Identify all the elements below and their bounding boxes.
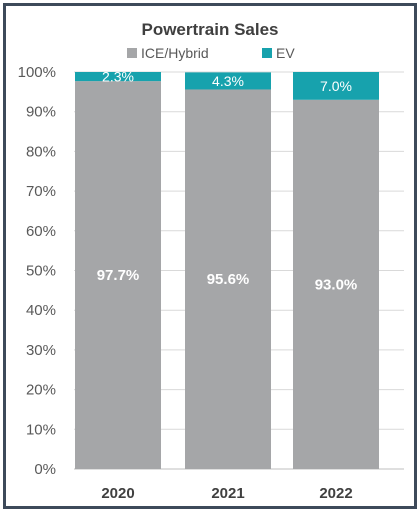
y-tick-label: 20% [26,382,56,399]
x-tick-label: 2022 [319,485,352,502]
x-axis: 2020 2021 2022 [101,485,352,502]
x-tick-label: 2021 [211,485,244,502]
legend-label-ev: EV [276,45,295,61]
legend: ICE/Hybrid EV [127,45,295,61]
data-label-ice-hybrid: 97.7% [97,267,140,284]
y-tick-label: 50% [26,263,56,280]
y-tick-label: 60% [26,223,56,240]
data-label-ice-hybrid: 95.6% [207,271,250,288]
legend-label-ice: ICE/Hybrid [141,45,209,61]
data-label-ev: 2.3% [102,69,134,85]
bar-ev [185,72,271,90]
bar-ice-hybrid [185,89,271,469]
y-tick-label: 0% [34,461,56,478]
y-axis: 0% 10% 20% 30% 40% 50% 60% 70% 80% 90% 100% [18,64,56,478]
bar-ice-hybrid [75,81,161,470]
chart-svg: Powertrain Sales ICE/Hybrid EV 0% 10% 20% 3… [18,20,404,502]
y-tick-label: 70% [26,183,56,200]
bar-ev [75,72,161,82]
y-tick-label: 90% [26,104,56,121]
y-tick-label: 30% [26,342,56,359]
chart-frame: Powertrain Sales ICE/Hybrid EV 0% 10% 20% 3… [3,3,417,509]
y-tick-label: 40% [26,302,56,319]
bar-ev [293,72,379,100]
chart-title: Powertrain Sales [141,20,278,39]
x-tick-label: 2020 [101,485,134,502]
data-label-ev: 7.0% [320,78,352,94]
y-tick-label: 10% [26,421,56,438]
y-tick-label: 80% [26,143,56,160]
y-tick-label: 100% [18,64,56,81]
bar-ice-hybrid [293,99,379,469]
legend-swatch-ev [262,48,272,58]
legend-swatch-ice [127,48,137,58]
data-label-ev: 4.3% [212,73,244,89]
data-label-ice-hybrid: 93.0% [315,276,358,293]
bars: 97.7% 2.3% 95.6% 4.3% 93.0% 7.0% [75,69,379,470]
